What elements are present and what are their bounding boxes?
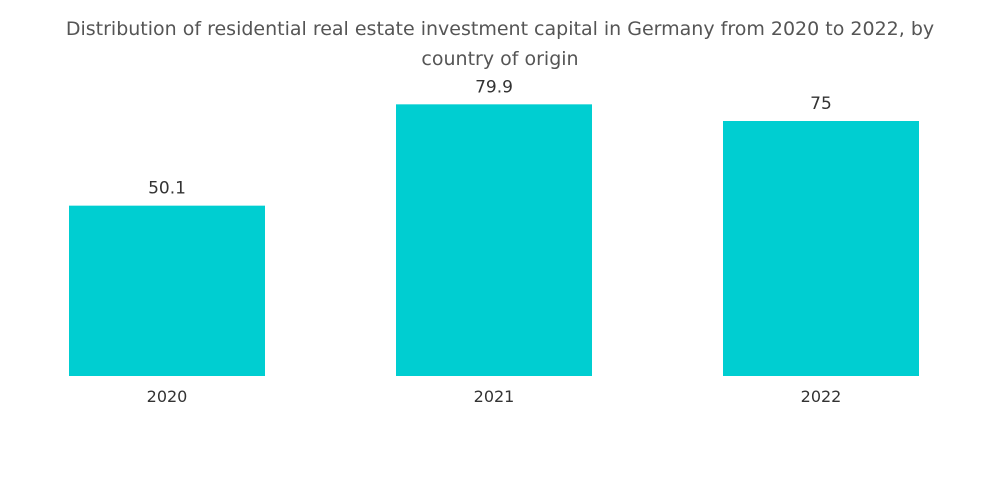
x-tick-label-2020: 2020	[147, 387, 188, 406]
x-tick-label-2021: 2021	[474, 387, 515, 406]
x-axis-tick-labels: 2020 2021 2022	[147, 387, 842, 406]
bar-2022	[723, 121, 919, 376]
chart-title-line-1: Distribution of residential real estate …	[65, 18, 935, 40]
bar-2020	[69, 205, 265, 376]
value-label-2021: 79.9	[475, 77, 513, 97]
x-tick-label-2022: 2022	[801, 387, 842, 406]
value-label-2022: 75	[810, 94, 832, 114]
value-labels-group: 50.1 79.9 75	[148, 77, 832, 198]
chart-title-line-2: country of origin	[421, 48, 579, 70]
value-label-2020: 50.1	[148, 179, 186, 199]
bar-2021	[396, 104, 592, 376]
bars-group	[69, 104, 919, 376]
chart-title: Distribution of residential real estate …	[0, 14, 1000, 74]
